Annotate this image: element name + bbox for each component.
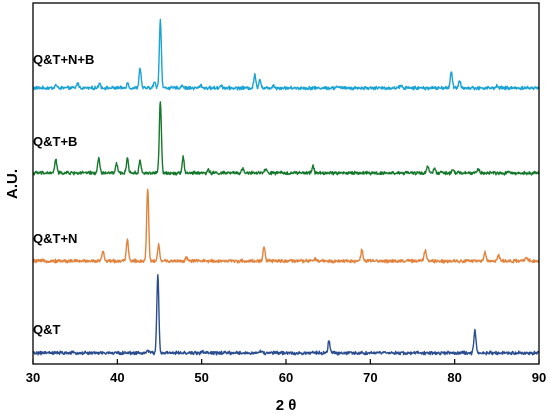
series-line-1 [33,101,539,176]
series-line-2 [33,188,539,264]
x-tick-label-2: 50 [194,370,208,385]
series-label-3: Q&T [33,322,61,337]
series-label-1: Q&T+B [33,134,77,149]
x-axis-title: 2 θ [276,397,297,414]
x-tick-label-0: 30 [26,370,40,385]
plot-frame [32,2,540,365]
series-line-0 [33,18,539,91]
x-tick-label-4: 70 [363,370,377,385]
series-label-2: Q&T+N [33,231,77,246]
x-tick-label-5: 80 [447,370,461,385]
y-axis-title: A.U. [4,169,21,199]
x-tick-label-1: 40 [110,370,124,385]
series-label-0: Q&T+N+B [33,52,94,67]
series-line-3 [33,274,539,356]
x-tick-label-6: 90 [532,370,546,385]
x-tick-label-3: 60 [279,370,293,385]
